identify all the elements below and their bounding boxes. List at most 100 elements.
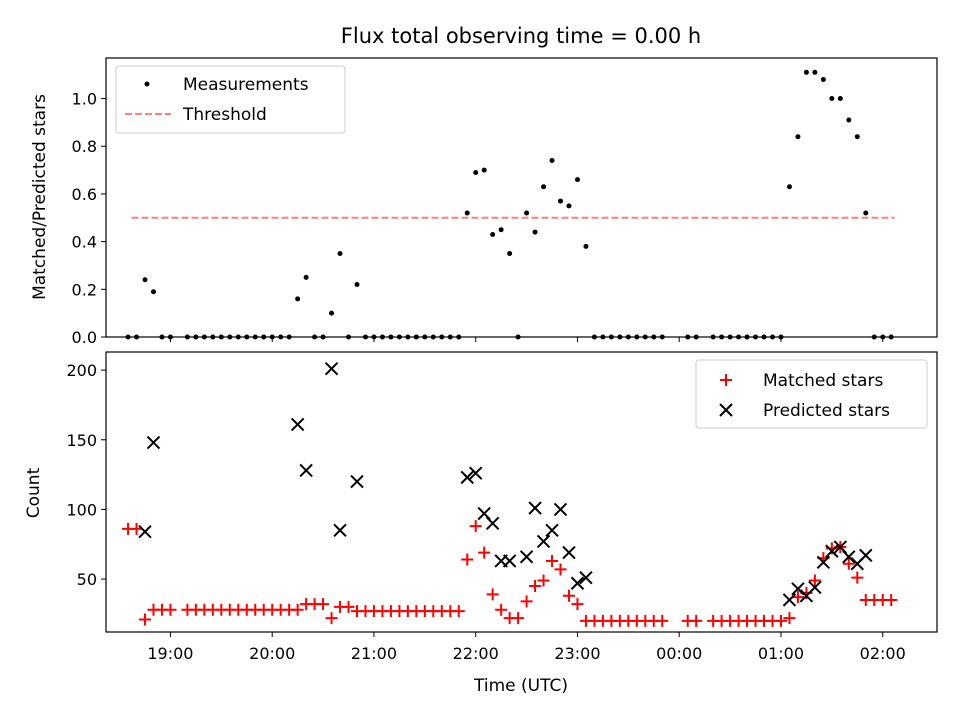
ratio-x-ticks xyxy=(169,337,884,342)
measurement-point xyxy=(524,210,530,216)
measurement-point xyxy=(583,243,589,249)
matched-point xyxy=(512,612,525,625)
matched-point xyxy=(537,574,550,587)
legend-predicted-marker xyxy=(719,403,733,417)
measurement-point xyxy=(837,96,843,102)
predicted-point xyxy=(536,534,551,549)
measurement-point xyxy=(812,69,818,75)
predicted-point xyxy=(842,550,856,564)
x-tick-label: 20:00 xyxy=(249,644,295,663)
matched-point xyxy=(656,614,669,627)
predicted-point xyxy=(290,417,305,432)
measurement-point xyxy=(854,134,860,140)
y-tick-label: 0.8 xyxy=(72,137,97,156)
predicted-point xyxy=(553,502,568,517)
ratio-axes-frame xyxy=(105,57,938,338)
x-tick-label: 01:00 xyxy=(758,644,804,663)
predicted-point xyxy=(469,466,483,480)
matched-point xyxy=(808,574,821,587)
matched-point xyxy=(469,520,482,533)
count-axes-frame xyxy=(105,351,938,633)
x-axis-label: Time (UTC) xyxy=(473,676,568,696)
matched-point xyxy=(486,588,499,601)
matched-point xyxy=(529,580,542,593)
measurement-point xyxy=(142,277,148,283)
predicted-point xyxy=(299,463,313,478)
predicted-point xyxy=(545,523,559,538)
ratio-y-ticks: 0.0 0.2 0.4 0.6 0.8 1.0 xyxy=(72,90,106,347)
matched-point xyxy=(791,591,804,604)
measurement-point xyxy=(329,310,335,316)
count-legend: Matched stars Predicted stars xyxy=(695,359,928,429)
matched-point xyxy=(317,598,330,611)
legend-matched-label: Matched stars xyxy=(763,371,883,391)
matched-point xyxy=(571,598,584,611)
measurement-point xyxy=(303,274,309,280)
count-marks xyxy=(122,362,898,627)
x-tick-label: 22:00 xyxy=(453,644,499,663)
y-tick-label: 150 xyxy=(66,431,97,450)
measurement-point xyxy=(473,169,479,175)
predicted-point xyxy=(579,570,593,585)
predicted-point xyxy=(138,524,152,539)
predicted-point xyxy=(324,362,339,376)
chart-title: Flux total observing time = 0.00 h xyxy=(341,24,701,48)
predicted-point xyxy=(859,548,873,563)
x-tick-label: 00:00 xyxy=(656,644,702,663)
matched-point xyxy=(520,595,533,608)
measurement-point xyxy=(481,167,487,173)
matched-point xyxy=(783,612,796,625)
predicted-point xyxy=(460,470,474,485)
matched-point xyxy=(130,522,143,535)
measurement-point xyxy=(464,210,470,216)
measurement-point xyxy=(846,117,852,123)
measurement-point xyxy=(795,134,801,140)
ratio-y-axis-label: Matched/Predicted stars xyxy=(30,94,50,300)
predicted-point xyxy=(791,582,805,596)
measurement-point xyxy=(532,229,538,235)
predicted-point xyxy=(816,555,831,570)
measurement-point xyxy=(786,184,792,190)
predicted-point xyxy=(825,544,839,558)
measurement-point xyxy=(541,184,547,190)
predicted-point xyxy=(333,523,347,538)
ratio-legend-box xyxy=(115,65,346,134)
matched-point xyxy=(342,600,355,613)
matched-point xyxy=(885,593,898,606)
ratio-panel: 0.0 0.2 0.4 0.6 0.8 1.0 Matched/Predicted sta… xyxy=(30,57,938,347)
legend-matched-marker xyxy=(720,374,732,386)
count-panel: 50 100 150 200 19:00 20:00 21:00 22:00 23:00 00:… xyxy=(24,351,938,696)
matched-point xyxy=(139,613,152,626)
predicted-point xyxy=(146,435,161,450)
legend-predicted-label: Predicted stars xyxy=(763,401,890,421)
ratio-legend: Measurements Threshold xyxy=(115,65,346,134)
matched-point xyxy=(461,553,474,566)
y-tick-label: 200 xyxy=(66,361,97,380)
matched-point xyxy=(478,546,491,559)
count-y-ticks: 50 100 150 200 xyxy=(66,361,106,589)
matched-point xyxy=(291,603,304,616)
x-tick-label: 23:00 xyxy=(554,644,600,663)
measurement-point xyxy=(803,69,809,75)
x-tick-label: 02:00 xyxy=(860,644,906,663)
matched-point xyxy=(562,589,575,602)
predicted-point xyxy=(570,576,585,590)
measurement-point xyxy=(507,251,513,257)
count-legend-box xyxy=(695,359,928,429)
matched-point xyxy=(495,603,508,616)
predicted-point xyxy=(519,550,534,564)
matched-point xyxy=(774,614,787,627)
matched-point xyxy=(452,605,465,618)
legend-threshold-label: Threshold xyxy=(182,105,267,125)
measurement-point xyxy=(150,289,156,295)
predicted-point xyxy=(782,593,797,607)
measurement-point xyxy=(295,296,301,302)
y-tick-label: 0.6 xyxy=(72,185,97,204)
x-tick-label: 21:00 xyxy=(351,644,397,663)
measurement-point xyxy=(354,282,360,288)
y-tick-label: 50 xyxy=(77,570,97,589)
y-tick-label: 0.2 xyxy=(72,280,97,299)
measurement-point xyxy=(558,198,564,204)
count-y-axis-label: Count xyxy=(24,467,44,518)
